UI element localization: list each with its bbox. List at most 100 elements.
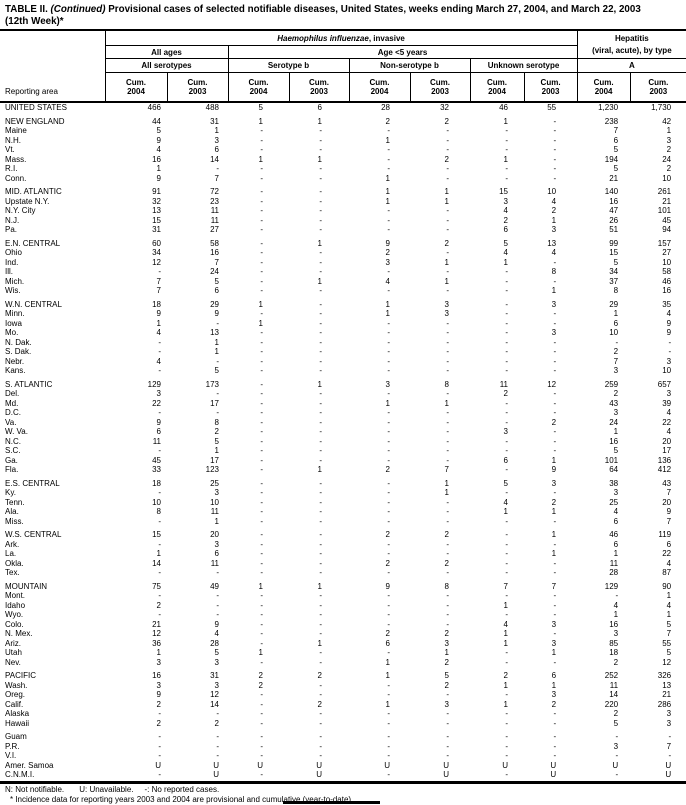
value-cell: 1 (385, 187, 390, 196)
value-cell: 2 (385, 629, 390, 638)
value-cell: 4 (613, 507, 619, 516)
value-cell: 3 (613, 629, 619, 638)
age-under5-header: Age <5 years (227, 45, 578, 59)
value-cell: - (387, 455, 390, 465)
value-cell: - (260, 187, 263, 196)
value-cell: - (319, 657, 322, 667)
value-cell: - (260, 558, 263, 568)
value-cell: - (158, 516, 161, 526)
value-cell: 2 (444, 680, 449, 690)
value-cell: 101 (657, 206, 672, 215)
value-cell: - (505, 591, 508, 600)
value-cell: - (319, 145, 322, 154)
value-cell: - (260, 366, 263, 375)
reporting-area-cell: W.S. CENTRAL (5, 530, 62, 539)
value-cell: 25 (210, 478, 219, 488)
value-cell: - (446, 225, 449, 234)
value-cell: 2 (551, 699, 557, 709)
value-cell: - (553, 436, 557, 446)
value-cell: 45 (152, 455, 161, 465)
value-cell: 4 (666, 558, 672, 568)
value-cell: 6 (551, 671, 557, 680)
reporting-area-cell: Md. (5, 398, 19, 408)
subgroup-header-all-serotypes: All serotypes (104, 58, 229, 73)
table-row: La. 1 6 - - - - - 1 1 22 (0, 549, 686, 559)
value-cell: 18 (609, 648, 619, 657)
value-cell: - (260, 549, 263, 558)
value-cell: 12 (547, 379, 557, 389)
value-cell: - (319, 408, 322, 417)
table-row: P.R. - - - - - - - - 3 7 (0, 742, 686, 752)
value-cell: 6 (613, 516, 619, 526)
value-cell: 8 (156, 507, 161, 516)
reporting-area-cell: Wash. (5, 680, 28, 690)
table-body: UNITED STATES 466 488 5 6 28 32 46 55 1,230 1,730 N… (0, 102, 686, 780)
value-cell: - (446, 248, 449, 257)
value-cell: - (446, 549, 449, 558)
table-row: MOUNTAIN 75 49 1 1 9 8 7 7 129 90 (0, 582, 686, 592)
table-row: Ohio 34 16 - - 2 - 4 4 15 27 (0, 248, 686, 258)
value-cell: - (387, 215, 390, 225)
value-cell: - (216, 356, 219, 366)
value-cell: - (319, 516, 322, 526)
table-row: Fla. 33 123 - 1 2 7 - 9 64 412 (0, 465, 686, 475)
value-cell: 7 (666, 741, 672, 751)
value-cell: 6 (214, 286, 219, 295)
value-cell: - (505, 356, 508, 366)
value-cell: 1 (613, 610, 619, 619)
value-cell: - (319, 299, 322, 309)
value-cell: - (319, 267, 322, 276)
legend-no-reported-cases: -: No reported cases. (144, 784, 220, 794)
value-cell: 29 (609, 299, 619, 309)
value-cell: 3 (551, 638, 557, 648)
value-cell: - (446, 337, 449, 347)
value-cell: - (319, 619, 322, 629)
value-cell: - (319, 356, 322, 366)
value-cell: - (260, 690, 263, 699)
value-cell: 15 (152, 215, 161, 225)
value-cell: - (505, 366, 508, 375)
value-cell: 4 (551, 248, 557, 257)
value-cell: U (502, 760, 508, 770)
value-cell: - (553, 610, 557, 619)
legend-unavailable: U: Unavailable. (79, 784, 134, 794)
value-cell: - (158, 366, 161, 375)
value-cell: 1 (503, 680, 508, 690)
value-cell: 9 (385, 238, 390, 248)
value-cell: 1 (214, 516, 219, 526)
value-cell: 42 (662, 116, 672, 126)
value-cell: 3 (666, 356, 672, 366)
value-cell: - (319, 248, 322, 257)
value-cell: 13 (210, 328, 219, 337)
value-cell: 1 (156, 164, 161, 173)
value-cell: 31 (210, 116, 219, 126)
value-cell: 17 (210, 455, 219, 465)
value-cell: - (319, 257, 322, 267)
value-cell: - (553, 629, 557, 638)
col-header-cum-2003: Cum. 2003 (523, 72, 578, 103)
reporting-area-cell: MID. ATLANTIC (5, 187, 62, 196)
value-cell: 36 (152, 638, 161, 648)
value-cell: 27 (662, 248, 672, 257)
table-row: NEW ENGLAND 44 31 1 1 2 2 1 - 238 42 (0, 117, 686, 127)
reporting-area-cell: Okla. (5, 558, 24, 568)
value-cell: 4 (214, 629, 219, 638)
value-cell: - (260, 164, 263, 173)
value-cell: 1 (258, 318, 263, 328)
value-cell: 286 (657, 699, 672, 709)
value-cell: 16 (609, 619, 619, 629)
value-cell: - (446, 507, 449, 516)
value-cell: 3 (156, 389, 161, 398)
table-row: W.S. CENTRAL 15 20 - - 2 2 - 1 46 119 (0, 530, 686, 540)
reporting-area-cell: Mont. (5, 591, 26, 600)
value-cell: 5 (214, 366, 219, 375)
value-cell: 4 (551, 196, 557, 206)
value-cell: - (446, 709, 449, 718)
value-cell: 2 (503, 671, 508, 680)
value-cell: 1 (444, 196, 449, 206)
table-row: N.J. 15 11 - - - - 2 1 26 45 (0, 216, 686, 226)
value-cell: 9 (156, 417, 161, 427)
value-cell: 1 (444, 257, 449, 267)
value-cell: - (505, 309, 508, 318)
value-cell: - (505, 741, 508, 751)
